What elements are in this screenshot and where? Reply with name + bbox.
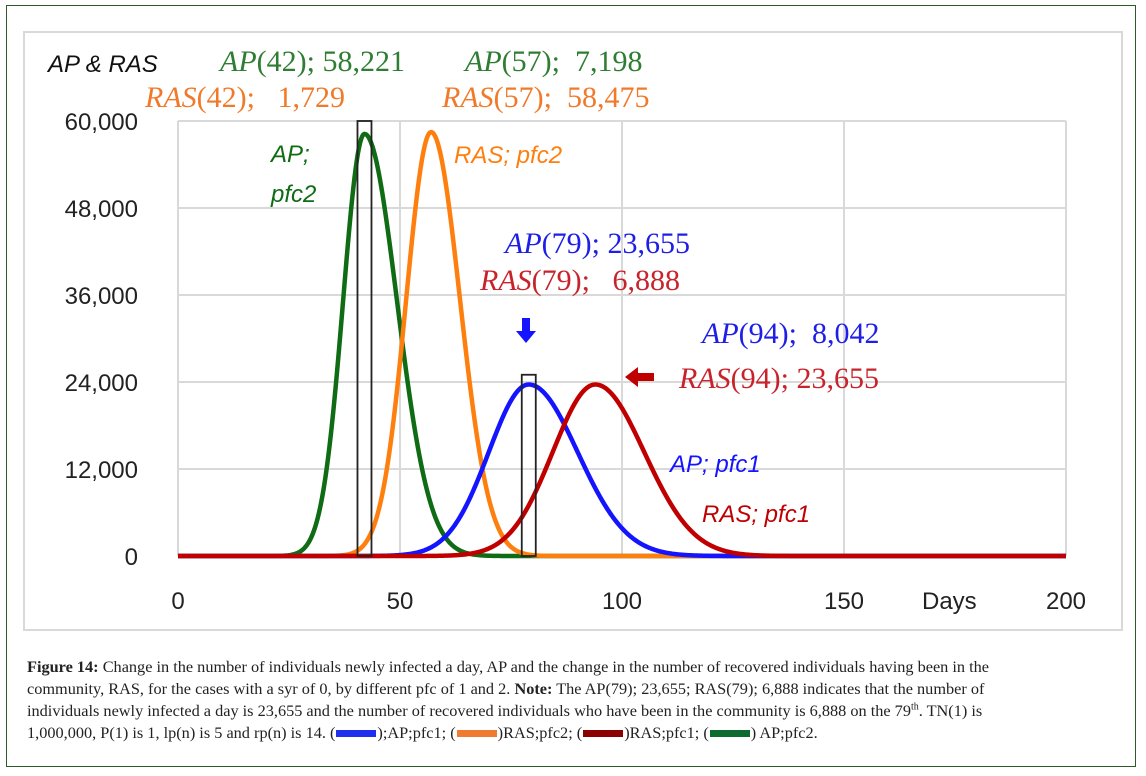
y-tick-label: 0	[125, 544, 138, 571]
annotation-ras-94: RAS(94); 23,655	[678, 362, 879, 395]
x-tick-label: 0	[171, 588, 184, 615]
legend-swatch-ap-pfc1	[336, 729, 377, 737]
y-axis-ticks: 0 12,000 24,000 36,000 48,000 60,000	[65, 109, 138, 571]
arrow-left-icon	[625, 367, 654, 387]
highlight-boxes	[356, 120, 537, 557]
y-tick-label: 36,000	[65, 283, 138, 310]
caption-line-3: individuals newly infected a day is 23,6…	[27, 700, 1127, 722]
caption-text: 1,000,000, P(1) is 1, lp(n) is 5 and rp(…	[27, 723, 336, 742]
annotation-ap-79: AP(79); 23,655	[503, 227, 690, 260]
superscript: th	[910, 701, 919, 713]
legend-text: );AP;pfc1; (	[377, 723, 456, 742]
caption-text: community, RAS, for the cases with a syr…	[27, 679, 511, 698]
series-label-ap-pfc1: AP; pfc1	[668, 451, 761, 478]
series-line-ras-pfc1	[176, 382, 1068, 559]
annotation-ap-57: AP(57); 7,198	[463, 45, 642, 78]
y-tick-label: 48,000	[65, 196, 138, 223]
annotation-ras-42: RAS(42); 1,729	[144, 81, 345, 114]
caption-line-2: community, RAS, for the cases with a syr…	[27, 678, 1127, 700]
legend-swatch-ras-pfc2	[456, 729, 497, 737]
caption-text: . TN(1) is	[918, 701, 983, 720]
figure-caption: Figure 14: Change in the number of indiv…	[27, 656, 1127, 744]
arrow-down-icon	[516, 318, 536, 343]
legend-text: )RAS;pfc2; (	[497, 723, 583, 742]
annotation-ap-94: AP(94); 8,042	[700, 317, 879, 350]
figure-label: Figure 14:	[27, 657, 99, 676]
highlight-box-day-79	[520, 373, 537, 557]
legend-swatch-ap-pfc2	[709, 729, 750, 737]
caption-line-4: 1,000,000, P(1) is 1, lp(n) is 5 and rp(…	[27, 722, 1127, 744]
annotation-ap-42: AP(42); 58,221	[218, 45, 405, 78]
y-tick-label: 12,000	[65, 457, 138, 484]
legend-text: ) AP;pfc2.	[750, 723, 818, 742]
grid	[177, 120, 1067, 556]
caption-text: Change in the number of individuals newl…	[102, 657, 990, 676]
x-axis-ticks: 0 50 100 150 200	[171, 588, 1086, 615]
caption-text: individuals newly infected a day is 23,6…	[27, 701, 911, 720]
x-tick-label: 150	[824, 588, 864, 615]
legend-text: )RAS;pfc1; (	[624, 723, 709, 742]
caption-text: The AP(79); 23,655; RAS(79); 6,888 indic…	[556, 679, 985, 698]
series-label-ap-pfc2-line1: AP;	[269, 141, 310, 168]
legend-swatch-ras-pfc1	[583, 729, 624, 737]
x-axis-title: Days	[922, 588, 977, 615]
chart-panel	[23, 31, 1123, 631]
annotation-ras-57: RAS(57); 58,475	[441, 81, 649, 114]
series-label-ras-pfc1: RAS; pfc1	[702, 501, 810, 528]
annotation-ras-79: RAS(79); 6,888	[479, 264, 680, 297]
series-label-ap-pfc2-line2: pfc2	[270, 181, 316, 208]
highlight-box-day-42	[356, 120, 373, 557]
series-lines	[176, 129, 1068, 559]
y-tick-label: 60,000	[65, 109, 138, 136]
series-label-ras-pfc2: RAS; pfc2	[454, 142, 562, 169]
x-tick-label: 50	[387, 588, 414, 615]
x-tick-label: 100	[602, 588, 642, 615]
caption-line-1: Figure 14: Change in the number of indiv…	[27, 656, 1127, 678]
x-tick-label: 200	[1046, 588, 1086, 615]
y-axis-title: AP & RAS	[46, 51, 158, 78]
note-label: Note:	[514, 679, 553, 698]
y-tick-label: 24,000	[65, 370, 138, 397]
